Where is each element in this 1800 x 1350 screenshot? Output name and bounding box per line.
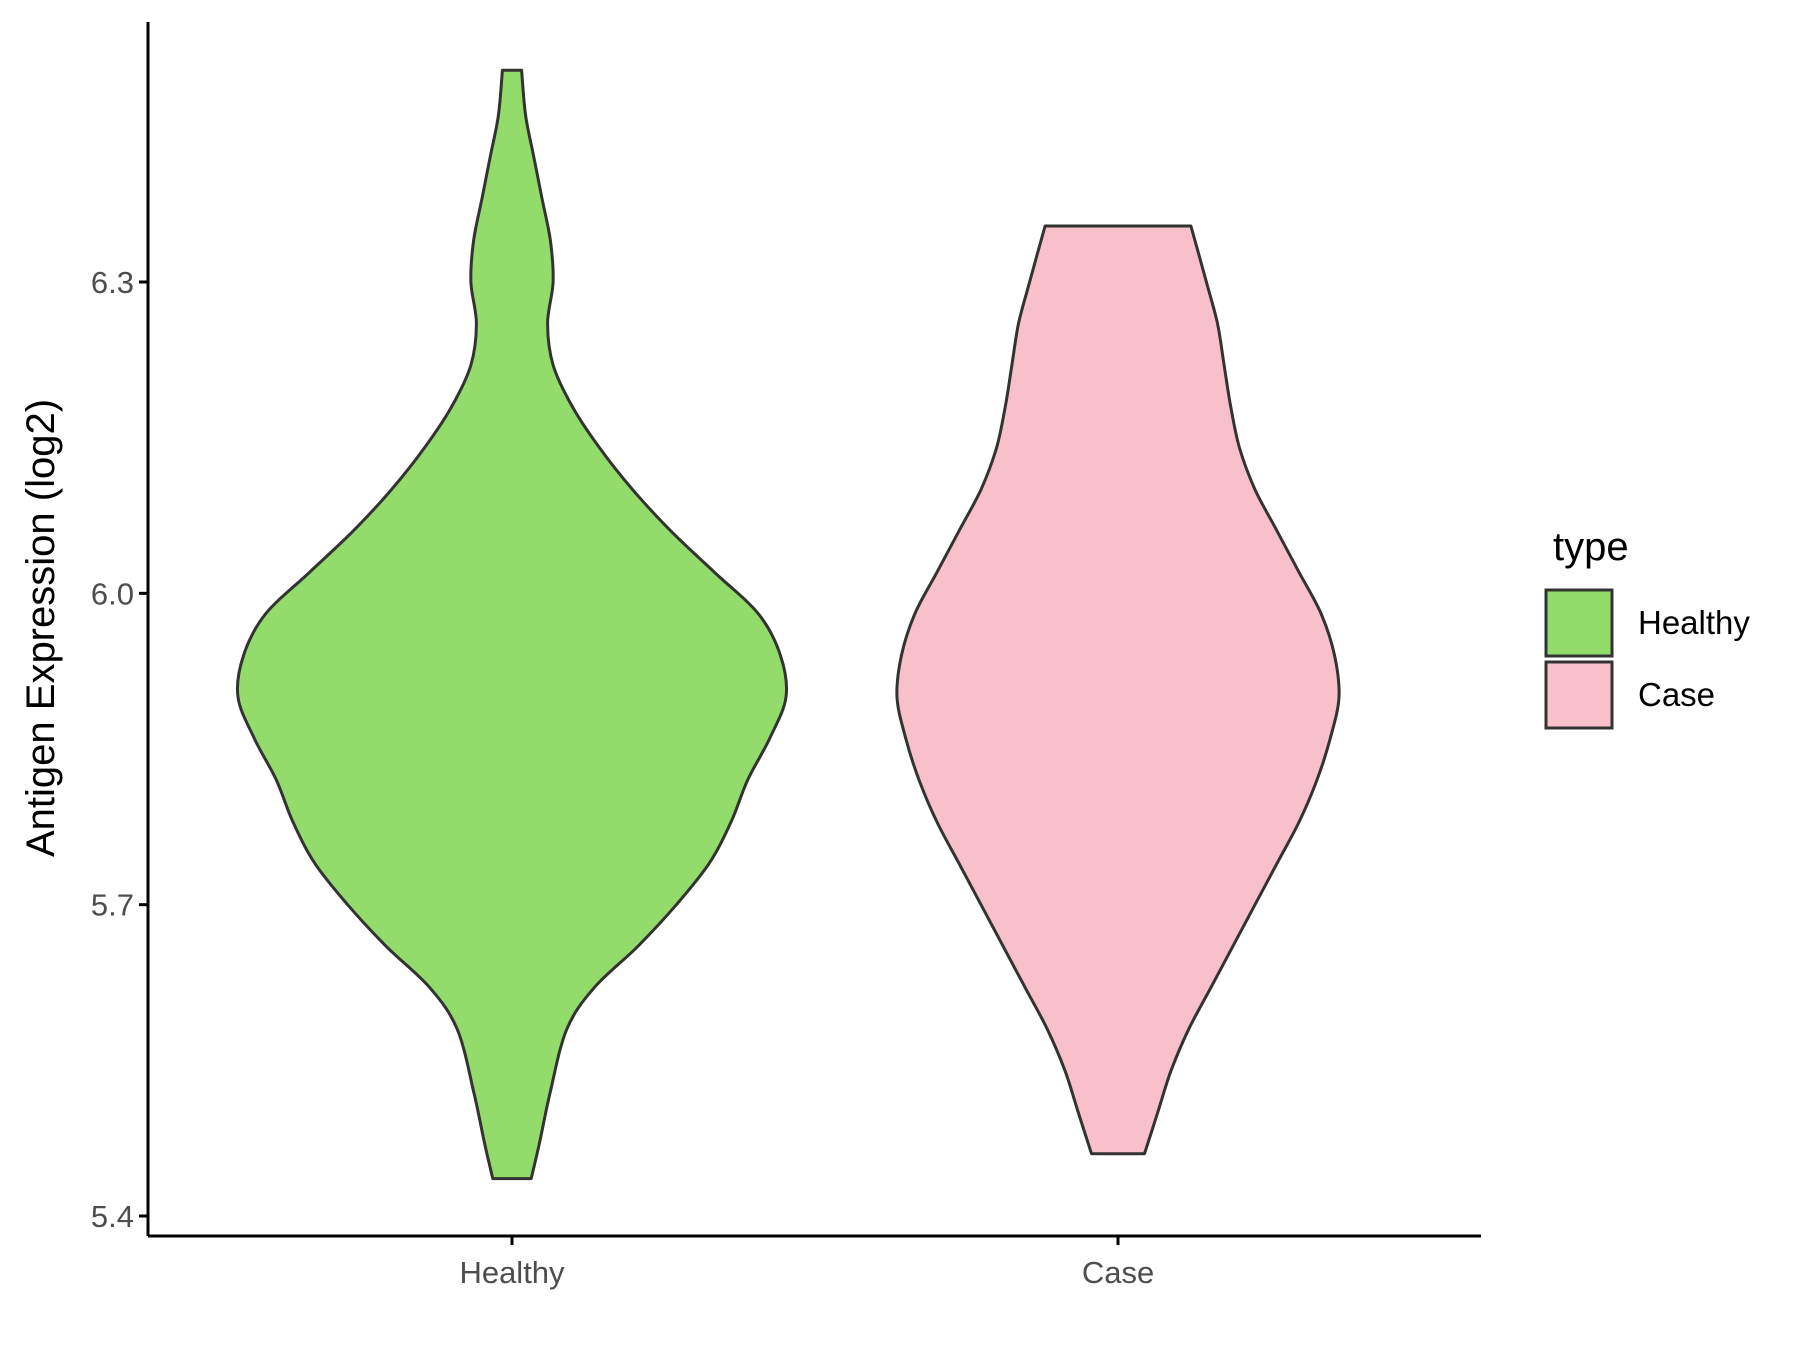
legend: type Healthy Case xyxy=(1544,525,1750,730)
x-axis-ticks: Healthy Case xyxy=(459,1236,1154,1290)
y-tick-label: 5.4 xyxy=(91,1199,134,1234)
violin-case xyxy=(895,224,1341,1156)
legend-title: type xyxy=(1553,525,1629,569)
y-tick-label: 6.3 xyxy=(91,265,134,300)
legend-entries: Healthy Case xyxy=(1544,588,1750,730)
y-tick-label: 6.0 xyxy=(91,576,134,611)
legend-swatch-healthy xyxy=(1544,588,1614,658)
y-axis-title: Antigen Expression (log2) xyxy=(19,399,63,857)
legend-swatch-case xyxy=(1544,660,1614,730)
x-tick-label: Case xyxy=(1082,1255,1154,1290)
x-tick-label: Healthy xyxy=(459,1255,565,1290)
y-axis-ticks: 5.4 5.7 6.0 6.3 xyxy=(91,265,148,1234)
violin-healthy xyxy=(235,68,789,1181)
plot-area xyxy=(235,68,1341,1181)
y-tick-label: 5.7 xyxy=(91,888,134,923)
legend-label-case: Case xyxy=(1638,676,1715,713)
legend-label-healthy: Healthy xyxy=(1638,604,1750,641)
